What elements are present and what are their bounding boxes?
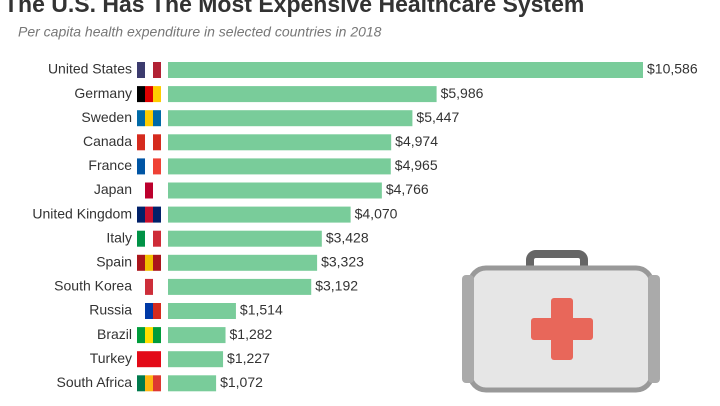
- flag-stripe: [153, 351, 161, 368]
- flag-stripe: [145, 110, 153, 127]
- flag-stripe: [137, 134, 145, 151]
- bar: [168, 278, 312, 295]
- category-label: South Korea: [54, 278, 132, 294]
- flag-stripe: [153, 206, 161, 223]
- bar: [168, 62, 643, 78]
- bar: [168, 303, 236, 319]
- bar: [168, 86, 437, 103]
- value-label: $5,986: [441, 85, 484, 101]
- value-label: $3,192: [315, 278, 358, 294]
- flag-stripe: [153, 375, 161, 392]
- flag-stripe: [145, 158, 153, 175]
- category-label: United Kingdom: [32, 205, 132, 221]
- flag-stripe: [145, 206, 153, 223]
- value-label: $5,447: [416, 109, 459, 125]
- category-label: Japan: [94, 181, 132, 197]
- flag-stripe: [153, 158, 161, 175]
- value-label: $10,586: [647, 61, 698, 77]
- category-label: France: [88, 157, 132, 173]
- value-label: $4,965: [395, 157, 438, 173]
- flag-stripe: [137, 230, 145, 247]
- bar: [168, 375, 217, 392]
- flag-stripe: [145, 62, 153, 78]
- flag-stripe: [137, 327, 145, 344]
- flag-stripe: [137, 182, 145, 199]
- flag-stripe: [137, 375, 145, 392]
- flag-stripe: [137, 206, 145, 223]
- bar: [168, 206, 351, 223]
- category-label: Sweden: [81, 109, 132, 125]
- bar: [168, 110, 413, 127]
- bar: [168, 351, 224, 368]
- bar: [168, 182, 382, 199]
- flag-stripe: [145, 182, 153, 199]
- flag-stripe: [145, 351, 153, 368]
- chart-title: The U.S. Has The Most Expensive Healthca…: [4, 0, 584, 17]
- bar: [168, 230, 322, 247]
- flag-stripe: [153, 327, 161, 344]
- bar: [168, 158, 391, 175]
- flag-stripe: [137, 254, 145, 271]
- flag-stripe: [145, 278, 153, 295]
- value-label: $1,072: [220, 374, 263, 390]
- category-label: Italy: [106, 229, 132, 245]
- flag-stripe: [153, 254, 161, 271]
- flag-stripe: [137, 62, 145, 78]
- value-label: $3,428: [326, 229, 369, 245]
- flag-stripe: [153, 182, 161, 199]
- flag-stripe: [145, 86, 153, 103]
- value-label: $4,070: [355, 205, 398, 221]
- bar: [168, 134, 392, 151]
- value-label: $4,974: [395, 133, 438, 149]
- flag-stripe: [137, 351, 145, 368]
- value-label: $1,514: [240, 302, 283, 318]
- category-label: Canada: [83, 133, 132, 149]
- flag-stripe: [153, 86, 161, 103]
- flag-stripe: [137, 303, 145, 319]
- category-label: United States: [48, 61, 132, 77]
- value-label: $4,766: [386, 181, 429, 197]
- flag-stripe: [137, 278, 145, 295]
- flag-stripe: [153, 230, 161, 247]
- category-label: Turkey: [90, 350, 132, 366]
- flag-stripe: [137, 86, 145, 103]
- value-label: $1,282: [230, 326, 273, 342]
- flag-stripe: [137, 110, 145, 127]
- value-label: $1,227: [227, 350, 270, 366]
- flag-stripe: [145, 254, 153, 271]
- category-label: Spain: [96, 254, 132, 270]
- category-label: Germany: [74, 85, 132, 101]
- flag-stripe: [145, 134, 153, 151]
- flag-stripe: [153, 110, 161, 127]
- category-label: Russia: [89, 302, 132, 318]
- flag-stripe: [153, 303, 161, 319]
- flag-stripe: [153, 62, 161, 78]
- flag-stripe: [145, 327, 153, 344]
- flag-stripe: [145, 303, 153, 319]
- flag-stripe: [145, 230, 153, 247]
- category-label: Brazil: [97, 326, 132, 342]
- flag-stripe: [153, 134, 161, 151]
- value-label: $3,323: [321, 254, 364, 270]
- chart-subtitle: Per capita health expenditure in selecte…: [18, 24, 382, 40]
- flag-stripe: [145, 375, 153, 392]
- bar: [168, 327, 226, 344]
- flag-stripe: [137, 158, 145, 175]
- flag-stripe: [153, 278, 161, 295]
- first-aid-icon: [462, 250, 660, 393]
- category-label: South Africa: [57, 374, 133, 390]
- bar: [168, 254, 318, 271]
